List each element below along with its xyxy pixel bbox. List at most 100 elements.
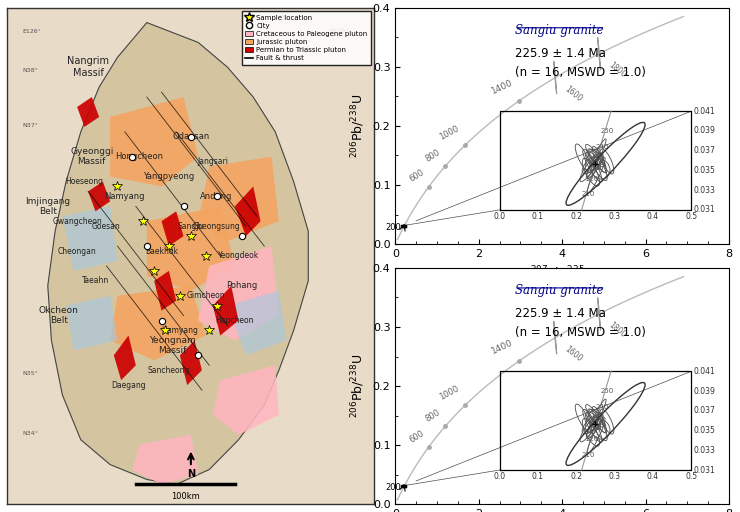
Text: N37°: N37° <box>22 123 38 128</box>
Polygon shape <box>62 206 118 271</box>
Text: E126°: E126° <box>22 29 41 33</box>
Polygon shape <box>235 186 260 236</box>
Text: 210: 210 <box>581 452 594 458</box>
Text: 225.9 ± 1.4 Ma: 225.9 ± 1.4 Ma <box>516 307 606 320</box>
Text: Sangju: Sangju <box>178 222 204 231</box>
Polygon shape <box>198 157 279 241</box>
Y-axis label: $^{206}$Pb/$^{238}$U: $^{206}$Pb/$^{238}$U <box>349 354 367 418</box>
Text: Baekhok: Baekhok <box>145 247 178 255</box>
Polygon shape <box>154 271 176 311</box>
Polygon shape <box>110 97 198 186</box>
Text: Odaesan: Odaesan <box>172 132 209 141</box>
Text: N38°: N38° <box>22 68 38 73</box>
Text: Nangrim
Massif: Nangrim Massif <box>67 56 109 78</box>
Text: Taeahn: Taeahn <box>82 276 109 285</box>
Text: Jangsari: Jangsari <box>198 157 229 166</box>
Text: Goesan: Goesan <box>92 222 121 231</box>
Polygon shape <box>114 335 136 380</box>
Polygon shape <box>147 206 235 291</box>
Polygon shape <box>110 286 206 360</box>
Text: 1000: 1000 <box>437 123 460 141</box>
Text: 0.035: 0.035 <box>694 426 716 435</box>
Polygon shape <box>48 23 309 484</box>
Text: 0.5: 0.5 <box>685 473 697 481</box>
Text: 200: 200 <box>386 483 401 492</box>
Text: 800: 800 <box>424 408 442 424</box>
Polygon shape <box>161 211 184 246</box>
Text: 0.041: 0.041 <box>694 367 716 376</box>
Text: Gimcheon: Gimcheon <box>186 291 225 300</box>
Text: 0.2: 0.2 <box>571 473 582 481</box>
Text: Hongcheon: Hongcheon <box>115 152 164 161</box>
Text: 1400: 1400 <box>491 78 515 95</box>
Text: Yeongnam
Massif: Yeongnam Massif <box>149 336 196 355</box>
Text: E129°: E129° <box>330 29 349 33</box>
Text: N: N <box>186 468 195 479</box>
Text: 800: 800 <box>424 147 442 164</box>
Text: 0.031: 0.031 <box>694 205 716 215</box>
Text: 210: 210 <box>581 191 594 198</box>
Text: Namyang: Namyang <box>104 192 145 201</box>
Text: Sangiu granite: Sangiu granite <box>516 284 604 297</box>
Text: 250: 250 <box>600 128 613 134</box>
Text: 240: 240 <box>595 404 608 410</box>
Text: Imjingang
Belt: Imjingang Belt <box>25 197 70 216</box>
Polygon shape <box>213 286 238 335</box>
Text: Okcheon
Belt: Okcheon Belt <box>38 306 78 325</box>
Text: Yeongdeok: Yeongdeok <box>218 251 259 261</box>
Text: 250: 250 <box>600 388 613 394</box>
Text: 0.0: 0.0 <box>494 473 505 481</box>
Ellipse shape <box>598 37 601 70</box>
Text: (n = 16, MSWD = 1.0): (n = 16, MSWD = 1.0) <box>516 326 646 339</box>
Text: Cheongan: Cheongan <box>58 247 96 255</box>
Polygon shape <box>180 340 202 385</box>
Text: Gwangcheon: Gwangcheon <box>53 217 102 226</box>
Text: Hamyang: Hamyang <box>161 326 198 335</box>
Text: N35°: N35° <box>22 371 38 376</box>
Text: 0.033: 0.033 <box>694 446 716 455</box>
Text: 220: 220 <box>586 436 599 442</box>
Text: 225.9 ± 1.4 Ma: 225.9 ± 1.4 Ma <box>516 47 606 60</box>
Text: 100km: 100km <box>171 492 200 501</box>
Text: 220: 220 <box>586 176 599 182</box>
Text: 1600: 1600 <box>562 84 584 104</box>
Polygon shape <box>198 246 279 340</box>
Text: Sangiu granite: Sangiu granite <box>516 24 604 37</box>
Text: 0.5: 0.5 <box>685 212 697 221</box>
Text: 0.037: 0.037 <box>694 407 716 415</box>
Text: 0.033: 0.033 <box>694 186 716 195</box>
Ellipse shape <box>554 61 556 94</box>
Text: Yangpyeong: Yangpyeong <box>144 172 195 181</box>
Polygon shape <box>88 182 110 211</box>
Text: 0.035: 0.035 <box>694 166 716 175</box>
Legend: Sample location, City, Cretaceous to Paleogene pluton, Jurassic pluton, Permian : Sample location, City, Cretaceous to Pal… <box>241 11 371 65</box>
Text: 0.1: 0.1 <box>532 212 544 221</box>
X-axis label: $^{207}$Pb/$^{235}$U: $^{207}$Pb/$^{235}$U <box>530 265 594 282</box>
Text: (n = 16, MSWD = 1.0): (n = 16, MSWD = 1.0) <box>516 66 646 79</box>
Text: 0.039: 0.039 <box>694 387 716 396</box>
Text: 0.2: 0.2 <box>571 212 582 221</box>
Polygon shape <box>132 435 198 484</box>
Text: 240: 240 <box>595 144 608 150</box>
Polygon shape <box>77 97 99 127</box>
Ellipse shape <box>554 322 556 354</box>
Text: 230: 230 <box>591 160 604 166</box>
Text: Gyeonggi
Massif: Gyeonggi Massif <box>70 147 113 166</box>
Text: Hoeseong: Hoeseong <box>65 177 104 186</box>
Ellipse shape <box>598 297 601 330</box>
Text: N34°: N34° <box>22 431 38 436</box>
Text: 0.3: 0.3 <box>608 473 621 481</box>
Text: 0.3: 0.3 <box>608 212 621 221</box>
Text: Andong: Andong <box>201 192 233 201</box>
Text: Sancheong: Sancheong <box>148 366 190 375</box>
Text: 1800: 1800 <box>607 321 628 340</box>
Text: 0.0: 0.0 <box>494 212 505 221</box>
Text: Daegang: Daegang <box>111 380 146 390</box>
Polygon shape <box>66 296 118 350</box>
Text: 230: 230 <box>591 420 604 426</box>
Text: Cheongsung: Cheongsung <box>192 222 240 231</box>
Text: 1800: 1800 <box>607 61 628 80</box>
Text: Pohang: Pohang <box>226 281 258 290</box>
Text: 0.041: 0.041 <box>694 106 716 116</box>
Text: 1600: 1600 <box>562 345 584 364</box>
